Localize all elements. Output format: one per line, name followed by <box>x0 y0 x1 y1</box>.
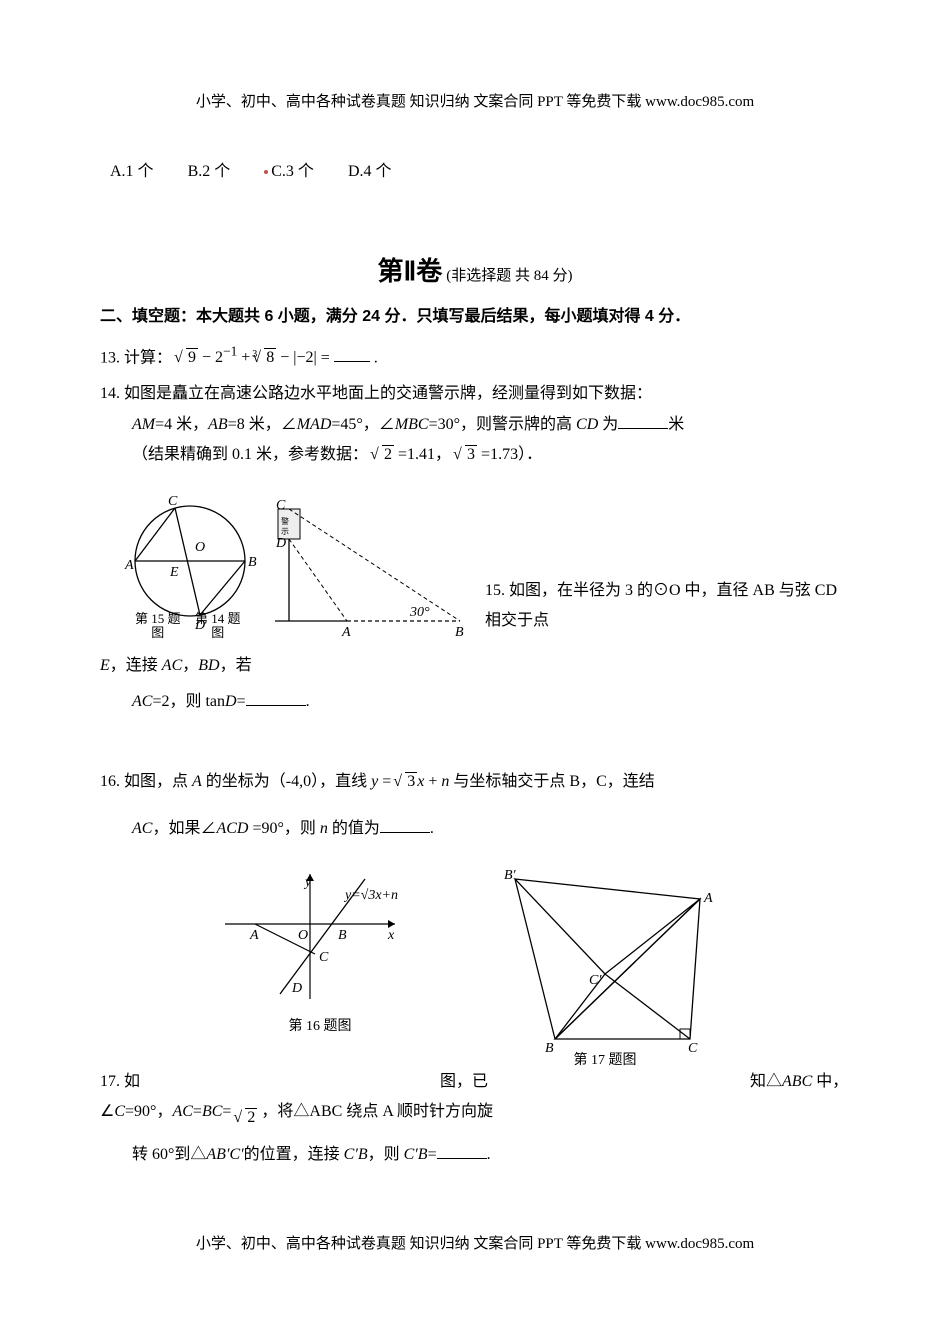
q14-sqrt2: =1.41， <box>394 446 451 463</box>
question-17-row1: 17. 如 图，已 知△ABC 中， <box>100 1067 850 1097</box>
svg-text:y=√3x+n: y=√3x+n <box>343 888 398 903</box>
q15-text: 15. 如图，在半径为 3 的⊙O 中，直径 AB 与弦 CD 相交于点 <box>485 576 850 641</box>
question-15-line2: E，连接 AC，BD，若 <box>100 651 850 681</box>
figure-15-caption: 第 15 题图 <box>135 612 181 641</box>
svg-text:D: D <box>275 536 286 551</box>
question-16: 16. 如图，点 A 的坐标为（-4,0），直线 y = 3x + n 与坐标轴… <box>100 767 850 798</box>
svg-text:B: B <box>248 555 257 570</box>
svg-text:E: E <box>169 565 179 580</box>
svg-text:A: A <box>703 891 713 906</box>
q17-left: 17. 如 <box>100 1067 180 1097</box>
option-c: C.3 个 <box>264 157 314 187</box>
svg-text:y: y <box>303 875 312 890</box>
section-note: (非选择题 共 84 分) <box>446 268 572 284</box>
figure-15-svg: A B C D E O <box>100 491 270 641</box>
option-b: B.2 个 <box>188 157 231 187</box>
figure-14-box: 警 示 30° A B D C <box>275 491 485 641</box>
figure-14-svg: 警 示 30° A B D C <box>275 491 475 641</box>
q15-pre: 15. 如图，在半径为 3 的⊙O 中，直径 AB 与弦 CD 相交于点 <box>485 582 837 629</box>
q16-pre: 16. 如图，点 A 的坐标为（-4,0），直线 <box>100 773 371 790</box>
q17-line2-suf: ，将△ABC 绕点 A 顺时针方向旋 <box>261 1103 493 1120</box>
svg-text:B: B <box>545 1041 554 1054</box>
figures-14-15-row: A B C D E O 第 15 题图 第 14 题图 警 示 30° A <box>100 491 850 641</box>
q15-end: . <box>306 693 310 710</box>
page-footer: 小学、初中、高中各种试卷真题 知识归纳 文案合同 PPT 等免费下载 www.d… <box>100 1230 850 1259</box>
q17-blank <box>437 1142 487 1159</box>
question-16-line2: AC，如果∠ACD =90°，则 n 的值为. <box>132 814 850 844</box>
svg-text:C: C <box>319 950 329 965</box>
svg-text:B: B <box>338 928 347 943</box>
q16-blank <box>380 816 430 833</box>
svg-text:O: O <box>298 928 308 943</box>
question-17-line2: ∠C=90°，AC=BC= 2 ，将△ABC 绕点 A 顺时针方向旋 <box>100 1097 850 1133</box>
svg-text:A: A <box>341 625 351 640</box>
figure-17-svg: B′ A C′ B C <box>490 864 720 1054</box>
section-part: 第Ⅱ卷 <box>377 256 442 286</box>
q14-unit: 米 <box>668 416 684 433</box>
question-13: 13. 计算： 9 − 2−1 + 38 − |−2| = . <box>100 339 850 374</box>
figure-16-box: A O B C D y x y=√3x+n 第 16 题图 <box>210 864 430 1041</box>
svg-text:C′: C′ <box>589 973 602 988</box>
figures-16-17-row: A O B C D y x y=√3x+n 第 16 题图 B′ <box>100 864 850 1075</box>
q13-expression: 9 − 2−1 + 38 − |−2| <box>176 349 321 366</box>
q13-end: . <box>374 349 378 366</box>
q17-right: 知△ABC 中， <box>750 1067 848 1097</box>
svg-text:D: D <box>291 981 302 996</box>
q-options: A.1 个 B.2 个 C.3 个 D.4 个 <box>110 157 850 187</box>
q17-end: . <box>487 1146 491 1163</box>
svg-text:B: B <box>455 625 464 640</box>
svg-text:C: C <box>276 498 286 513</box>
q14-line1: 14. 如图是矗立在高速公路边水平地面上的交通警示牌，经测量得到如下数据： <box>100 379 850 409</box>
figure-17-caption: 第 17 题图 <box>490 1048 720 1075</box>
svg-text:B′: B′ <box>504 868 517 883</box>
svg-text:警: 警 <box>281 516 289 526</box>
q14-sqrt3: =1.73）． <box>477 446 542 463</box>
svg-text:示: 示 <box>281 527 289 536</box>
figure-15-box: A B C D E O 第 15 题图 第 14 题图 <box>100 491 275 641</box>
q16-suf: 与坐标轴交于点 B，C，连结 <box>453 773 654 790</box>
svg-text:C: C <box>168 494 178 509</box>
figure-16-svg: A O B C D y x y=√3x+n <box>210 864 430 1014</box>
figure-14-caption: 第 14 题图 <box>195 612 241 641</box>
svg-text:C: C <box>688 1041 698 1054</box>
page-header: 小学、初中、高中各种试卷真题 知识归纳 文案合同 PPT 等免费下载 www.d… <box>100 88 850 117</box>
section-instructions: 二、填空题：本大题共 6 小题，满分 24 分．只填写最后结果，每小题填对得 4… <box>100 302 850 332</box>
svg-text:x: x <box>387 928 395 943</box>
option-d: D.4 个 <box>348 157 392 187</box>
question-14: 14. 如图是矗立在高速公路边水平地面上的交通警示牌，经测量得到如下数据： AM… <box>100 379 850 470</box>
q13-prefix: 13. 计算： <box>100 349 172 366</box>
q16-eqn: y = 3x + n <box>371 767 449 797</box>
section-title: 第Ⅱ卷 (非选择题 共 84 分) <box>100 247 850 296</box>
q13-blank <box>334 345 370 362</box>
figure-16-caption: 第 16 题图 <box>210 1014 430 1041</box>
question-15-line3: AC=2，则 tanD=. <box>132 687 850 717</box>
svg-text:30°: 30° <box>409 605 430 620</box>
option-a: A.1 个 <box>110 157 154 187</box>
question-17-line3: 转 60°到△AB′C′的位置，连接 C′B，则 C′B=. <box>132 1140 850 1170</box>
svg-text:A: A <box>249 928 259 943</box>
q16-end: . <box>430 820 434 837</box>
svg-text:A: A <box>124 558 134 573</box>
q14-line3-pre: （结果精确到 0.1 米，参考数据： <box>132 446 368 463</box>
q13-suffix: = <box>321 349 334 366</box>
q14-blank <box>618 412 668 429</box>
svg-text:O: O <box>195 540 205 555</box>
q15-blank <box>246 689 306 706</box>
figure-17-box: B′ A C′ B C 第 17 题图 <box>490 864 720 1075</box>
